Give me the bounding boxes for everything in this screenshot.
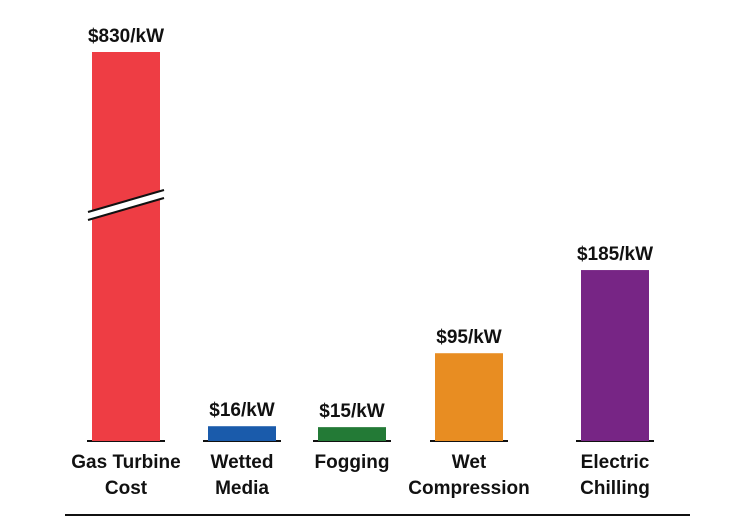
x-tick-label: Fogging bbox=[314, 452, 390, 473]
value-label: $830/kW bbox=[88, 26, 164, 47]
value-label: $16/kW bbox=[209, 400, 275, 421]
value-label: $15/kW bbox=[319, 401, 385, 422]
x-tick-label: Wet Compression bbox=[408, 452, 530, 499]
axis-break bbox=[88, 190, 164, 220]
axis-break-line bbox=[87, 197, 165, 221]
bar bbox=[92, 52, 160, 441]
value-label: $185/kW bbox=[577, 244, 653, 265]
value-label: $95/kW bbox=[436, 327, 502, 348]
bar bbox=[435, 353, 503, 441]
x-tick-label: Electric Chilling bbox=[580, 452, 650, 499]
bar bbox=[581, 270, 649, 441]
bar bbox=[208, 426, 276, 441]
x-tick-label: Gas Turbine Cost bbox=[71, 452, 181, 499]
bar bbox=[318, 427, 386, 441]
axis-break-line bbox=[87, 189, 165, 213]
x-tick-label: Wetted Media bbox=[210, 452, 274, 499]
